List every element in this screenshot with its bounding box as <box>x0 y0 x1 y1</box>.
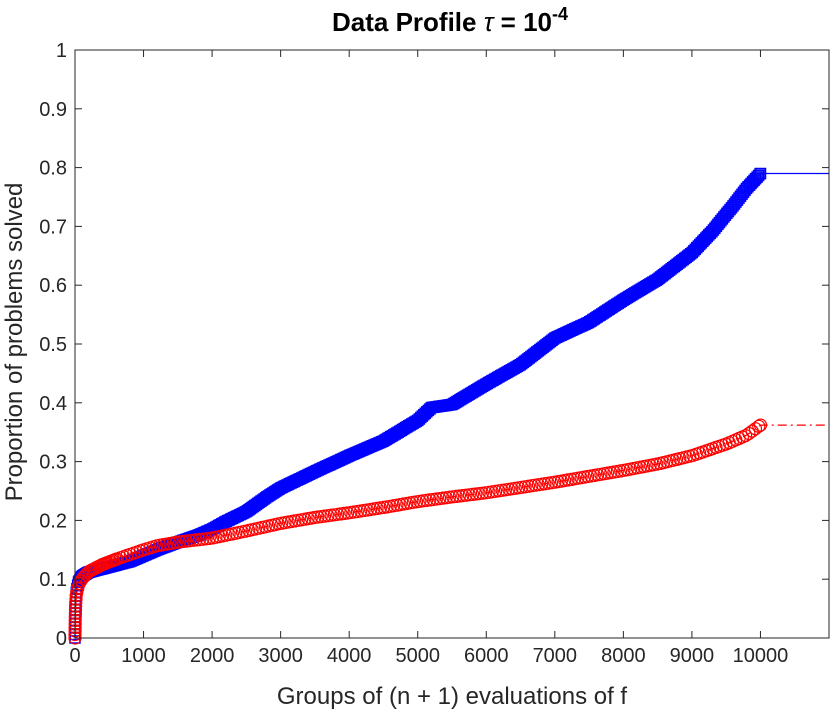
y-tick-label-8: 0.8 <box>39 158 67 180</box>
y-tick-label-2: 0.2 <box>39 510 67 532</box>
x-tick-label-3: 3000 <box>258 645 303 667</box>
x-tick-label-1: 1000 <box>121 645 166 667</box>
y-tick-label-10: 1 <box>56 40 67 62</box>
y-tick-label-9: 0.9 <box>39 99 67 121</box>
series-1-marker-235 <box>753 418 768 432</box>
y-tick-label-1: 0.1 <box>39 569 67 591</box>
series-0-marker-494 <box>754 167 767 180</box>
y-tick-label-6: 0.6 <box>39 275 67 297</box>
y-tick-label-5: 0.5 <box>39 334 67 356</box>
y-axis-label: Proportion of problems solved <box>1 183 28 502</box>
x-tick-label-0: 0 <box>69 645 80 667</box>
plot-series-group <box>68 167 829 645</box>
series-1-marker-232 <box>745 424 759 438</box>
series-1-marker-230 <box>738 429 753 443</box>
x-axis-label: Groups of (n + 1) evaluations of f <box>277 683 628 710</box>
x-tick-label-2: 2000 <box>190 645 235 667</box>
x-tick-label-4: 4000 <box>327 645 372 667</box>
series-1-marker-234 <box>752 419 766 433</box>
series-1-marker-9 <box>68 599 83 613</box>
chart-title: Data Profile τ = 10-4 <box>332 4 568 37</box>
series-0-marker-491 <box>751 171 763 183</box>
x-tick-label-7: 7000 <box>533 645 578 667</box>
x-tick-label-5: 5000 <box>395 645 440 667</box>
y-tick-label-4: 0.4 <box>39 393 67 415</box>
axes-group: 0 1000 2000 3000 4000 5000 6000 7000 8000 9000 100… <box>39 40 830 667</box>
x-tick-label-6: 6000 <box>464 645 509 667</box>
series-0-marker-492 <box>752 169 765 182</box>
x-tick-label-10: 10000 <box>733 645 789 667</box>
x-tick-label-8: 8000 <box>601 645 646 667</box>
y-tick-label-7: 0.7 <box>39 216 67 238</box>
y-tick-label-3: 0.3 <box>39 452 67 474</box>
series-1-marker-10 <box>69 596 83 610</box>
series-1-marker-231 <box>742 426 756 441</box>
series-0 <box>69 167 829 644</box>
series-1 <box>68 418 829 645</box>
y-tick-label-0: 0 <box>56 628 67 650</box>
x-tick-label-9: 9000 <box>670 645 715 667</box>
plot-frame <box>74 49 830 639</box>
